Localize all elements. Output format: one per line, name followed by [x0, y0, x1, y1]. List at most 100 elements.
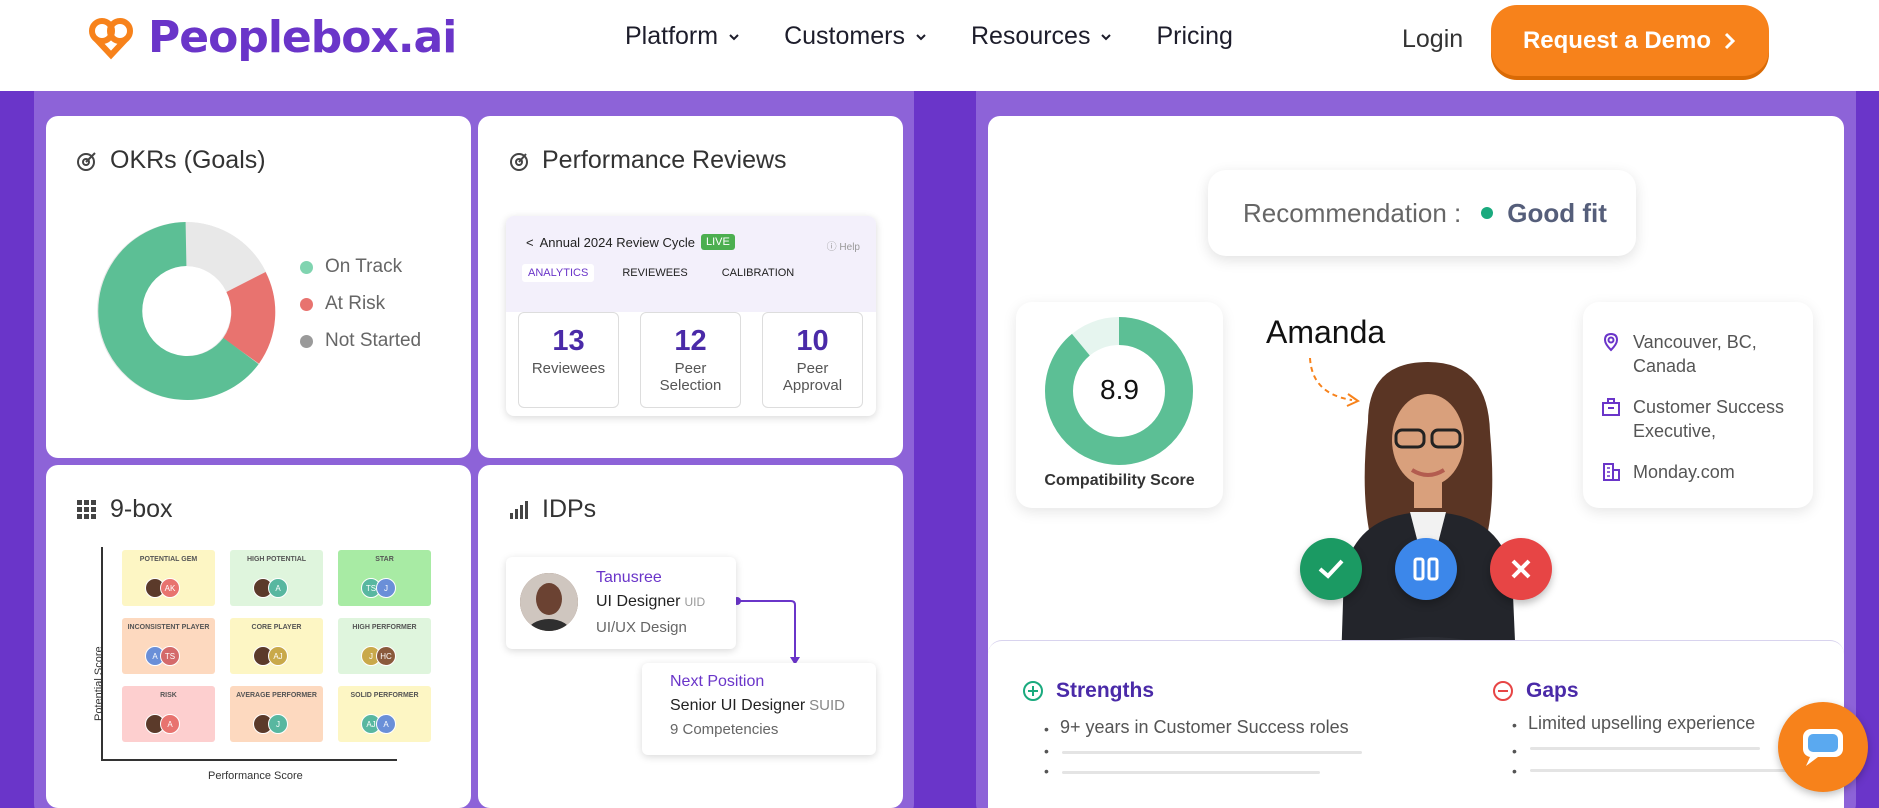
strengths-title: Strengths	[1056, 679, 1155, 702]
tab-calibration[interactable]: CALIBRATION	[721, 267, 795, 279]
review-cycle-header: < Annual 2024 Review Cycle LIVE ⓘ Help A…	[506, 216, 876, 312]
idp-card: IDPs Tanusree UI Designer UID UI/UX Desig…	[478, 465, 903, 808]
help-link[interactable]: ⓘ Help	[826, 242, 860, 253]
grid-icon	[77, 499, 96, 519]
request-demo-button[interactable]: Request a Demo	[1491, 5, 1769, 76]
menu-pricing[interactable]: Pricing	[1156, 22, 1232, 51]
ninebox-cell[interactable]: HIGH POTENTIAL A	[230, 550, 323, 606]
okr-legend: On Track At Risk Not Started	[300, 256, 421, 367]
stat-peer-selection: 12 Peer Selection	[640, 312, 741, 408]
company-row: Monday.com	[1601, 460, 1735, 484]
next-position-title: Next Position	[670, 673, 765, 690]
briefcase-icon	[1602, 398, 1620, 416]
compatibility-score-card: 8.9 Compatibility Score	[1016, 302, 1223, 508]
okr-donut-chart	[97, 222, 276, 400]
top-navigation: Peoplebox.ai Platform Customers Resource…	[0, 0, 1879, 91]
tab-reviewees[interactable]: REVIEWEES	[622, 267, 688, 279]
avatar: TS	[160, 646, 180, 666]
main-menu: Platform Customers Resources Pricing	[625, 22, 1233, 51]
current-position-card[interactable]: Tanusree UI Designer UID UI/UX Design	[506, 557, 736, 649]
candidate-company: Monday.com	[1633, 462, 1735, 482]
gaps-title: Gaps	[1526, 679, 1579, 702]
nine-box-card: 9-box Potential Score Performance Score …	[46, 465, 471, 808]
ninebox-cell[interactable]: INCONSISTENT PLAYER A TS	[122, 618, 215, 674]
avatar-group: J HC	[361, 646, 396, 666]
stat-value: 13	[552, 325, 585, 357]
pretzel-logo-icon	[89, 17, 133, 59]
ninebox-title: 9-box	[110, 495, 173, 523]
candidate-assessment-card: Recommendation : Good fit 8.9 Compatibil…	[988, 116, 1844, 808]
avatar-group: AK	[145, 578, 180, 598]
menu-resources[interactable]: Resources	[971, 22, 1113, 51]
avatar-group: AJ A	[361, 714, 396, 734]
live-badge: LIVE	[700, 234, 735, 250]
ninebox-cell-label: RISK	[160, 692, 177, 699]
menu-customers[interactable]: Customers	[784, 22, 927, 51]
candidate-info-card: Vancouver, BC, Canada Customer Success E…	[1583, 302, 1813, 508]
check-icon	[1318, 559, 1344, 579]
avatar: A	[160, 714, 180, 734]
goal-icon	[510, 152, 528, 171]
avatar: A	[268, 578, 288, 598]
ninebox-cell[interactable]: AVERAGE PERFORMER J	[230, 686, 323, 742]
x-axis-label: Performance Score	[208, 770, 303, 782]
ninebox-cell[interactable]: POTENTIAL GEM AK	[122, 550, 215, 606]
stat-peer-approval: 10 Peer Approval	[762, 312, 863, 408]
ninebox-cell[interactable]: CORE PLAYER AJ	[230, 618, 323, 674]
brand-name: Peoplebox.ai	[148, 12, 457, 63]
approve-button[interactable]	[1300, 538, 1362, 600]
tab-analytics[interactable]: ANALYTICS	[522, 264, 595, 282]
menu-platform[interactable]: Platform	[625, 22, 740, 51]
strength-item: 9+ years in Customer Success roles	[1060, 717, 1349, 737]
employee-avatar	[520, 573, 578, 631]
ninebox-cell[interactable]: RISK A	[122, 686, 215, 742]
ninebox-cell-label: INCONSISTENT PLAYER	[127, 624, 210, 631]
ninebox-cell[interactable]: SOLID PERFORMER AJ A	[338, 686, 431, 742]
chevron-down-icon	[1101, 33, 1112, 40]
ninebox-cell-label: SOLID PERFORMER	[350, 692, 419, 699]
ninebox-cell[interactable]: HIGH PERFORMER J HC	[338, 618, 431, 674]
login-link[interactable]: Login	[1402, 25, 1464, 53]
strengths-gaps-section: Strengths • 9+ years in Customer Success…	[988, 640, 1844, 808]
performance-card-title: Performance Reviews	[508, 146, 787, 175]
menu-label: Customers	[784, 22, 905, 50]
strengths-heading: Strengths	[1022, 679, 1154, 703]
building-icon	[1603, 463, 1620, 481]
stat-value: 12	[674, 325, 707, 357]
next-position-role: Senior UI Designer SUID	[670, 697, 846, 714]
request-demo-label: Request a Demo	[1522, 26, 1712, 54]
location-row: Vancouver, BC, Canada	[1601, 330, 1803, 378]
target-icon	[77, 151, 96, 171]
idp-title: IDPs	[542, 495, 597, 523]
brand-logo[interactable]: Peoplebox.ai	[88, 12, 457, 63]
y-axis-line	[101, 547, 103, 759]
placeholder-line	[1530, 769, 1800, 772]
avatar: AK	[160, 578, 180, 598]
competency-count: 9 Competencies	[670, 721, 779, 738]
chevron-down-icon	[729, 33, 739, 40]
ninebox-cell-label: HIGH POTENTIAL	[246, 556, 307, 563]
menu-label: Pricing	[1156, 22, 1233, 50]
hold-button[interactable]	[1395, 538, 1457, 600]
review-cycle-title[interactable]: < Annual 2024 Review Cycle LIVE	[526, 234, 735, 250]
placeholder-line	[1062, 751, 1362, 754]
recommendation-value: Good fit	[1507, 197, 1607, 228]
chat-widget-button[interactable]	[1778, 702, 1868, 792]
legend-on-track: On Track	[300, 256, 421, 278]
close-icon	[1511, 559, 1531, 579]
cycle-name: Annual 2024 Review Cycle	[539, 234, 695, 250]
ninebox-cell[interactable]: STAR TS J	[338, 550, 431, 606]
legend-not-started: Not Started	[300, 330, 421, 352]
next-position-card[interactable]: Next Position Senior UI Designer SUID 9 C…	[642, 663, 876, 755]
menu-label: Platform	[625, 22, 719, 50]
bullet-mark: •	[1512, 743, 1517, 759]
back-chevron-icon: <	[526, 234, 534, 250]
stat-reviewees: 13 Reviewees	[518, 312, 619, 408]
minus-circle-icon	[1493, 681, 1513, 701]
avatar-group: A TS	[145, 646, 180, 666]
bullet-mark: •	[1044, 721, 1049, 737]
okr-card: OKRs (Goals) On Track At Risk Not Starte…	[46, 116, 471, 458]
growth-bars-icon	[510, 500, 528, 519]
reject-button[interactable]	[1490, 538, 1552, 600]
okr-title: OKRs (Goals)	[110, 146, 266, 174]
